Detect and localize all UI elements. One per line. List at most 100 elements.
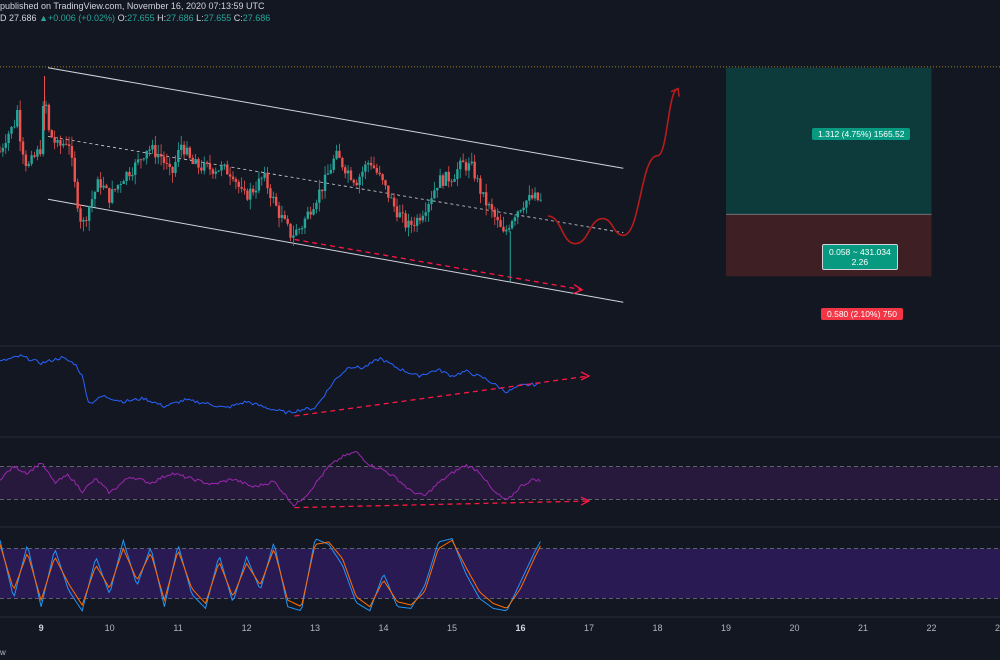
candle-body	[424, 212, 427, 216]
candle-body	[306, 211, 310, 219]
target-label[interactable]: 1.312 (4.75%) 1565.52	[812, 128, 911, 140]
candle-body	[499, 220, 502, 227]
symbol-prefix: D	[0, 13, 7, 23]
candle-body	[292, 235, 295, 238]
candle-body	[530, 195, 534, 199]
candle-body	[513, 217, 517, 222]
open-label: O:	[117, 13, 128, 23]
candle-body	[119, 184, 123, 185]
candle-body	[384, 180, 387, 186]
candle-body	[338, 150, 341, 158]
candle-body	[237, 181, 240, 187]
candle-body	[197, 159, 200, 168]
candle-body	[332, 158, 335, 170]
x-tick-label: 12	[242, 623, 252, 633]
candle-body	[413, 224, 416, 226]
candle-body	[85, 219, 88, 221]
candle-body	[73, 157, 76, 182]
candle-body	[30, 155, 33, 164]
candle-body	[461, 160, 465, 163]
candle-body	[44, 104, 48, 106]
arrow-head	[580, 371, 591, 381]
candle-body	[249, 188, 252, 200]
candle-body	[194, 159, 197, 164]
candle-body	[484, 192, 488, 206]
x-tick-label: 17	[584, 623, 594, 633]
candle-body	[214, 171, 217, 174]
candle-body	[53, 137, 56, 143]
candle-body	[62, 143, 65, 146]
candle-body	[1, 147, 5, 152]
x-tick-label: 14	[379, 623, 389, 633]
indicator-series-line	[0, 539, 541, 609]
candle-body	[303, 218, 307, 229]
candle-body	[407, 220, 410, 228]
candle-body	[223, 164, 226, 166]
change-value: ▲+0.006 (+0.02%)	[39, 13, 116, 23]
candle-body	[533, 192, 537, 199]
price-pane[interactable]	[0, 66, 1000, 618]
candle-body	[191, 157, 194, 164]
candle-body	[90, 199, 94, 207]
x-tick-label: 11	[173, 623, 182, 633]
low-label: L:	[196, 13, 204, 23]
candle-body	[102, 185, 105, 188]
candle-body	[436, 187, 439, 191]
stop-label[interactable]: 0.580 (2.10%) 750	[821, 308, 903, 320]
time-axis: 9 10 11 12 13 14 15 16 17 18 19 20 21 22 23	[39, 623, 1000, 633]
candle-body	[99, 179, 102, 188]
candle-body	[528, 195, 531, 201]
x-tick-label: 9	[39, 623, 44, 633]
chart-header: published on TradingView.com, November 1…	[0, 0, 270, 30]
candle-body	[505, 229, 508, 232]
risk-reward-label[interactable]: 0.058 ~ 431.034 2.26	[822, 244, 898, 270]
candle-body	[507, 228, 511, 230]
candle-body	[456, 169, 459, 180]
candle-body	[0, 151, 2, 153]
candle-body	[286, 218, 289, 224]
candle-body	[148, 149, 151, 151]
candle-body	[329, 169, 333, 174]
candle-body	[113, 189, 117, 190]
x-tick-label: 16	[516, 623, 526, 633]
candle-body	[125, 171, 128, 182]
candle-body	[318, 189, 321, 203]
candle-body	[36, 149, 39, 157]
high-label: H:	[157, 13, 167, 23]
candle-body	[257, 178, 261, 191]
candle-body	[177, 150, 180, 163]
candle-body	[64, 143, 68, 145]
candle-body	[430, 198, 433, 205]
candle-body	[185, 147, 189, 155]
candle-body	[309, 211, 312, 215]
candle-body	[171, 166, 174, 173]
candle-body	[96, 179, 100, 192]
candle-body	[200, 167, 203, 171]
candle-body	[208, 163, 212, 170]
candle-body	[280, 215, 284, 218]
support-trend-arrow	[294, 238, 583, 291]
candle-body	[482, 192, 485, 194]
candle-body	[41, 105, 45, 155]
candle-body	[312, 209, 315, 215]
candle-body	[410, 220, 413, 225]
candle-body	[438, 175, 442, 188]
candle-body	[358, 176, 361, 186]
candle-body	[116, 184, 120, 190]
candle-body	[228, 174, 232, 177]
candle-body	[300, 228, 304, 230]
candle-body	[13, 126, 16, 128]
candle-body	[182, 144, 186, 155]
candle-body	[352, 179, 356, 183]
candle-body	[16, 109, 19, 127]
candle-body	[67, 144, 71, 147]
candle-body	[168, 163, 171, 167]
candle-body	[128, 171, 131, 177]
candle-body	[510, 221, 514, 229]
candle-body	[346, 170, 350, 174]
candle-body	[349, 170, 353, 180]
candle-body	[326, 173, 330, 175]
candle-body	[315, 202, 318, 210]
arrow-head	[572, 284, 584, 295]
